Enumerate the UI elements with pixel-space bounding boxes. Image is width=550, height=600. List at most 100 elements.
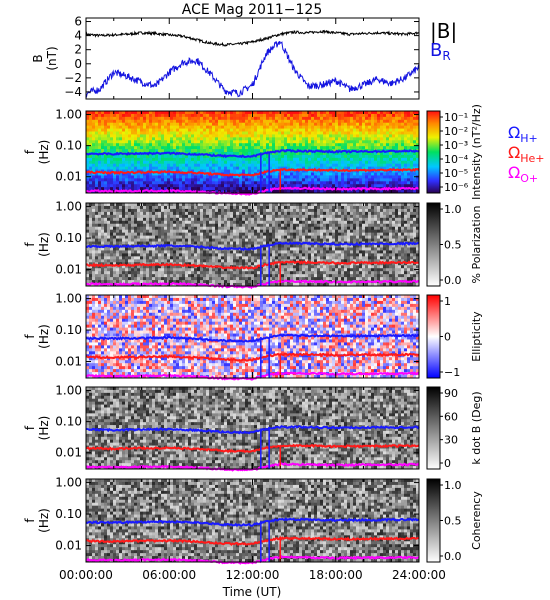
spectrogram-cell <box>143 169 147 173</box>
spectrogram-cell <box>269 226 273 231</box>
spectrogram-cell <box>278 163 282 168</box>
spectrogram-cell <box>233 125 237 129</box>
spectrogram-cell <box>290 137 294 141</box>
spectrogram-cell <box>155 113 159 118</box>
spectrogram-cell <box>341 116 345 121</box>
spectrogram-cell <box>167 229 171 234</box>
spectrogram-cell <box>122 175 126 179</box>
spectrogram-cell <box>155 256 159 260</box>
spectrogram-cell <box>350 154 354 159</box>
spectrogram-cell <box>149 143 153 147</box>
spectrogram-cell <box>293 172 297 176</box>
spectrogram-cell <box>212 184 216 188</box>
spectrogram-cell <box>395 160 399 165</box>
spectrogram-cell <box>200 262 204 266</box>
spectrogram-cell <box>200 140 204 144</box>
spectrogram-cell <box>311 178 315 182</box>
spectrogram-cell <box>155 163 159 168</box>
spectrogram-cell <box>119 229 123 234</box>
spectrogram-cell <box>251 128 255 132</box>
spectrogram-cell <box>149 271 153 275</box>
spectrogram-cell <box>152 111 156 115</box>
spectrogram-cell <box>197 208 201 213</box>
spectrogram-cell <box>179 220 183 225</box>
spectrogram-cell <box>119 208 123 213</box>
spectrogram-cell <box>128 125 132 129</box>
spectrogram-cell <box>266 190 270 194</box>
spectrogram-cell <box>158 154 162 159</box>
spectrogram-cell <box>329 190 333 194</box>
spectrogram-cell <box>290 146 294 150</box>
spectrogram-cell <box>359 122 363 127</box>
spectrogram-cell <box>161 113 165 118</box>
spectrogram-cell <box>329 113 333 118</box>
spectrogram-cell <box>101 205 105 210</box>
spectrogram-cell <box>149 214 153 219</box>
spectrogram-cell <box>350 128 354 132</box>
spectrogram-cell <box>197 163 201 168</box>
spectrogram-cell <box>179 226 183 231</box>
spectrogram-cell <box>92 247 96 251</box>
spectrogram-cell <box>119 149 123 153</box>
spectrogram-cell <box>125 232 129 236</box>
spectrogram-cell <box>200 280 204 284</box>
spectrogram-cell <box>242 137 246 141</box>
spectrogram-cell <box>167 244 171 248</box>
spectrogram-cell <box>182 235 186 239</box>
spectrogram-cell <box>101 146 105 150</box>
spectrogram-cell <box>392 169 396 173</box>
spectrogram-cell <box>206 235 210 239</box>
spectrogram-cell <box>263 137 267 141</box>
spectrogram-cell <box>332 113 336 118</box>
spectrogram-cell <box>269 122 273 127</box>
spectrogram-cell <box>371 125 375 129</box>
spectrogram-cell <box>155 250 159 254</box>
spectrogram-cell <box>350 166 354 170</box>
spectrogram-cell <box>89 119 93 124</box>
spectrogram-cell <box>185 166 189 170</box>
spectrogram-cell <box>386 137 390 141</box>
spectrogram-cell <box>179 134 183 138</box>
spectrogram-cell <box>107 280 111 284</box>
spectrogram-cell <box>314 143 318 147</box>
spectrogram-cell <box>365 131 369 135</box>
spectrogram-cell <box>338 113 342 118</box>
spectrogram-cell <box>128 111 132 115</box>
spectrogram-cell <box>209 208 213 213</box>
spectrogram-cell <box>263 277 267 281</box>
spectrogram-cell <box>401 140 405 144</box>
spectrogram-cell <box>125 208 129 213</box>
spectrogram-cell <box>221 256 225 260</box>
spectrogram-cell <box>104 274 108 278</box>
spectrogram-cell <box>254 163 258 168</box>
spectrogram-cell <box>104 184 108 188</box>
spectrogram-cell <box>377 163 381 168</box>
spectrogram-cell <box>197 220 201 225</box>
spectrogram-cell <box>242 157 246 162</box>
spectrogram-cell <box>395 122 399 127</box>
spectrogram-cell <box>221 178 225 182</box>
spectrogram-cell <box>317 146 321 150</box>
spectrogram-cell <box>272 268 276 272</box>
spectrogram-cell <box>341 154 345 159</box>
spectrogram-cell <box>188 274 192 278</box>
spectrogram-cell <box>401 175 405 179</box>
spectrogram-cell <box>191 160 195 165</box>
spectrogram-cell <box>245 131 249 135</box>
spectrogram-cell <box>272 274 276 278</box>
spectrogram-cell <box>251 241 255 245</box>
spectrogram-cell <box>206 113 210 118</box>
spectrogram-cell <box>272 250 276 254</box>
spectrogram-cell <box>152 265 156 269</box>
spectrogram-cell <box>239 163 243 168</box>
spectrogram-cell <box>242 262 246 266</box>
spectrogram-cell <box>185 154 189 159</box>
spectrogram-cell <box>272 119 276 124</box>
spectrogram-cell <box>200 268 204 272</box>
spectrogram-cell <box>194 262 198 266</box>
spectrogram-cell <box>215 217 219 222</box>
spectrogram-cell <box>101 137 105 141</box>
spectrogram-cell <box>194 226 198 231</box>
spectrogram-cell <box>194 235 198 239</box>
spectrogram-cell <box>194 131 198 135</box>
